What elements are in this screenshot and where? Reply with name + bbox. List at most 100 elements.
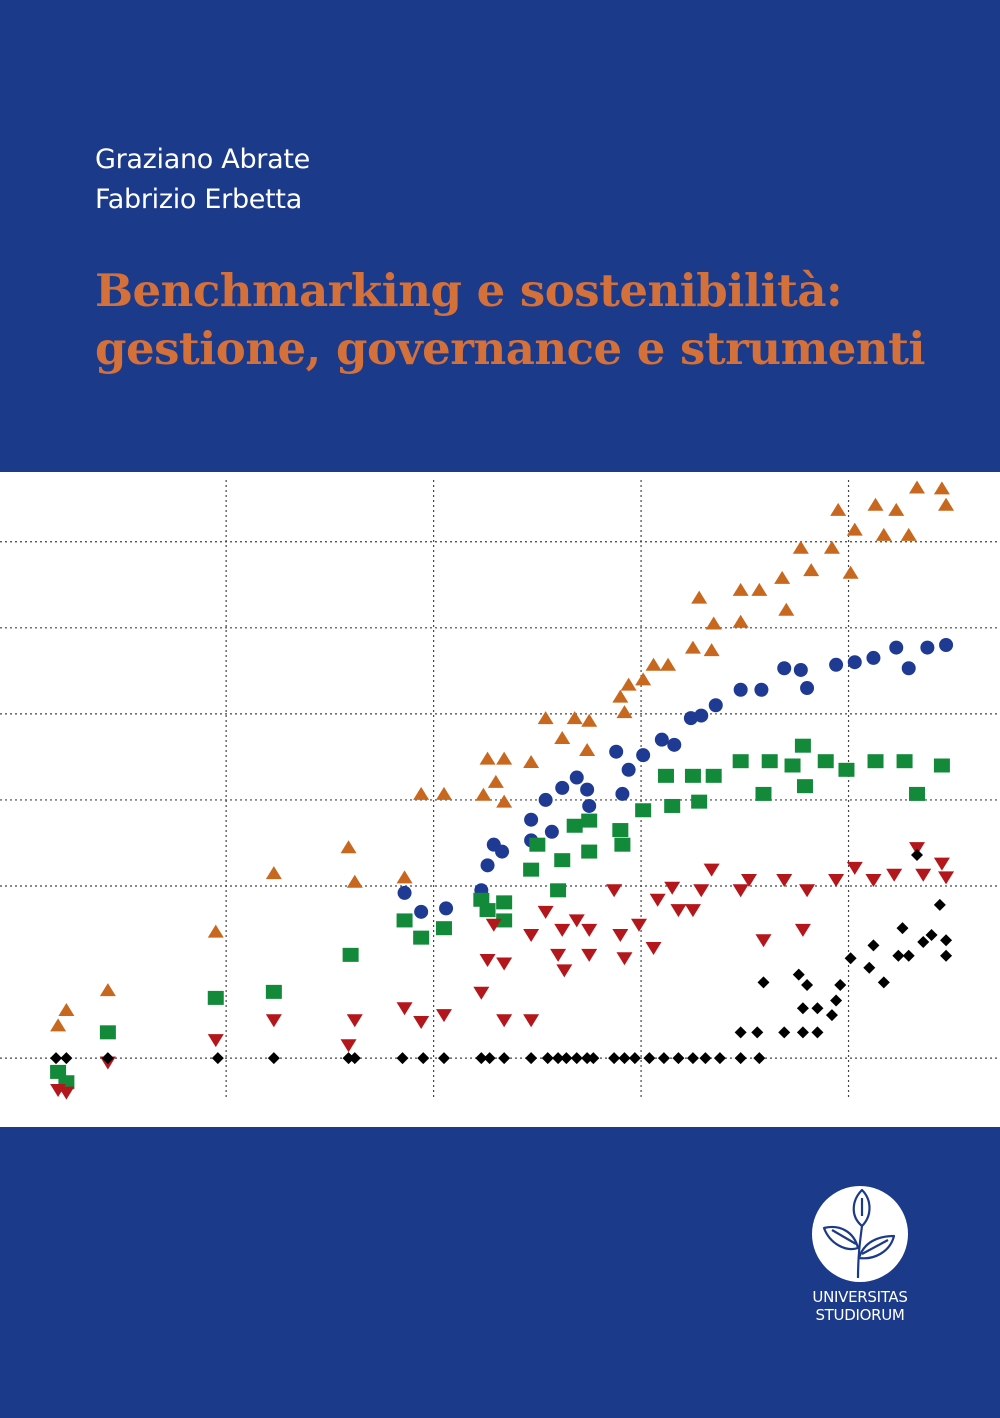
data-point-diamond xyxy=(396,1052,409,1065)
data-point-square xyxy=(761,754,778,769)
data-point-square xyxy=(496,913,513,928)
data-point-circle xyxy=(889,640,904,655)
data-point-diamond xyxy=(811,1002,824,1015)
data-point-triangle-down xyxy=(581,948,598,962)
data-point-diamond xyxy=(933,898,946,911)
data-point-triangle-up xyxy=(888,502,905,516)
data-point-triangle-up xyxy=(875,527,892,541)
data-point-square xyxy=(896,754,913,769)
data-point-square xyxy=(796,779,813,794)
data-point-diamond xyxy=(834,978,847,991)
data-point-triangle-down xyxy=(485,918,502,932)
data-point-triangle-up xyxy=(645,657,662,671)
data-point-triangle-down xyxy=(670,904,687,918)
data-point-diamond xyxy=(643,1052,656,1065)
data-point-triangle-down xyxy=(554,923,571,937)
data-point-diamond xyxy=(686,1052,699,1065)
data-point-triangle-down xyxy=(346,1014,363,1028)
data-point-diamond xyxy=(342,1052,355,1065)
data-point-diamond xyxy=(570,1052,583,1065)
data-point-triangle-down xyxy=(649,893,666,907)
data-point-circle xyxy=(439,901,454,916)
data-point-diamond xyxy=(792,968,805,981)
data-point-triangle-up xyxy=(496,751,513,765)
data-point-circle xyxy=(694,708,709,723)
data-point-square xyxy=(479,903,496,918)
data-point-triangle-down xyxy=(645,941,662,955)
data-point-triangle-down xyxy=(828,873,845,887)
data-point-square xyxy=(614,837,631,852)
data-point-diamond xyxy=(211,1052,224,1065)
data-point-diamond xyxy=(844,952,857,965)
data-point-square xyxy=(635,803,652,818)
data-point-diamond xyxy=(796,1002,809,1015)
data-point-square xyxy=(265,984,282,999)
data-point-triangle-up xyxy=(346,874,363,888)
data-point-diamond xyxy=(734,1052,747,1065)
data-point-triangle-up xyxy=(265,866,282,880)
data-point-triangle-up xyxy=(751,582,768,596)
data-point-diamond xyxy=(753,1052,766,1065)
data-point-circle xyxy=(847,655,862,670)
data-point-circle xyxy=(939,638,954,653)
data-point-triangle-down xyxy=(755,934,772,948)
title-line: gestione, governance e strumenti xyxy=(95,322,925,375)
title-line: Benchmarking e sostenibilità: xyxy=(95,264,843,317)
data-point-diamond xyxy=(830,994,843,1007)
data-point-square xyxy=(838,762,855,777)
data-point-square xyxy=(496,895,513,910)
data-point-circle xyxy=(615,786,630,801)
data-point-circle xyxy=(544,824,559,839)
data-point-triangle-up xyxy=(612,689,629,703)
data-point-diamond xyxy=(778,1026,791,1039)
data-point-circle xyxy=(901,661,916,676)
data-point-diamond xyxy=(541,1052,554,1065)
data-point-triangle-up xyxy=(487,774,504,788)
data-point-triangle-up xyxy=(938,497,955,511)
data-point-square xyxy=(664,798,681,813)
data-point-triangle-up xyxy=(496,794,513,808)
data-point-diamond xyxy=(757,976,770,989)
data-point-triangle-up xyxy=(435,786,452,800)
data-point-diamond xyxy=(911,849,924,862)
data-point-circle xyxy=(495,844,510,859)
data-point-triangle-down xyxy=(846,861,863,875)
data-point-triangle-down xyxy=(207,1034,224,1048)
data-point-triangle-up xyxy=(909,480,926,494)
data-point-triangle-up xyxy=(842,565,859,579)
data-point-square xyxy=(581,844,598,859)
data-point-triangle-down xyxy=(933,857,950,871)
data-point-circle xyxy=(829,657,844,672)
publisher-logo: UNIVERSITAS STUDIORUM xyxy=(808,1186,912,1324)
data-point-triangle-up xyxy=(846,522,863,536)
scatter-chart-band xyxy=(0,472,1000,1127)
data-point-triangle-up xyxy=(413,786,430,800)
data-point-circle xyxy=(609,744,624,759)
data-point-triangle-up xyxy=(774,570,791,584)
data-point-triangle-up xyxy=(581,713,598,727)
data-point-triangle-down xyxy=(909,842,926,856)
data-point-diamond xyxy=(796,1026,809,1039)
data-point-diamond xyxy=(437,1052,450,1065)
data-point-triangle-down xyxy=(435,1009,452,1023)
scatter-chart xyxy=(0,480,1000,1100)
data-point-square xyxy=(396,913,413,928)
data-point-square xyxy=(99,1025,116,1040)
data-point-square xyxy=(523,862,540,877)
data-point-square xyxy=(529,837,546,852)
data-point-square xyxy=(867,754,884,769)
data-point-diamond xyxy=(863,961,876,974)
data-point-triangle-up xyxy=(340,840,357,854)
data-point-triangle-up xyxy=(99,983,116,997)
data-point-circle xyxy=(524,812,539,827)
data-point-triangle-down xyxy=(732,884,749,898)
data-point-diamond xyxy=(811,1026,824,1039)
data-point-triangle-up xyxy=(830,502,847,516)
data-point-diamond xyxy=(618,1052,631,1065)
data-point-diamond xyxy=(751,1026,764,1039)
data-point-triangle-up xyxy=(792,540,809,554)
data-point-diamond xyxy=(801,978,814,991)
data-point-circle xyxy=(397,885,412,900)
data-point-square xyxy=(755,786,772,801)
data-point-diamond xyxy=(940,949,953,962)
